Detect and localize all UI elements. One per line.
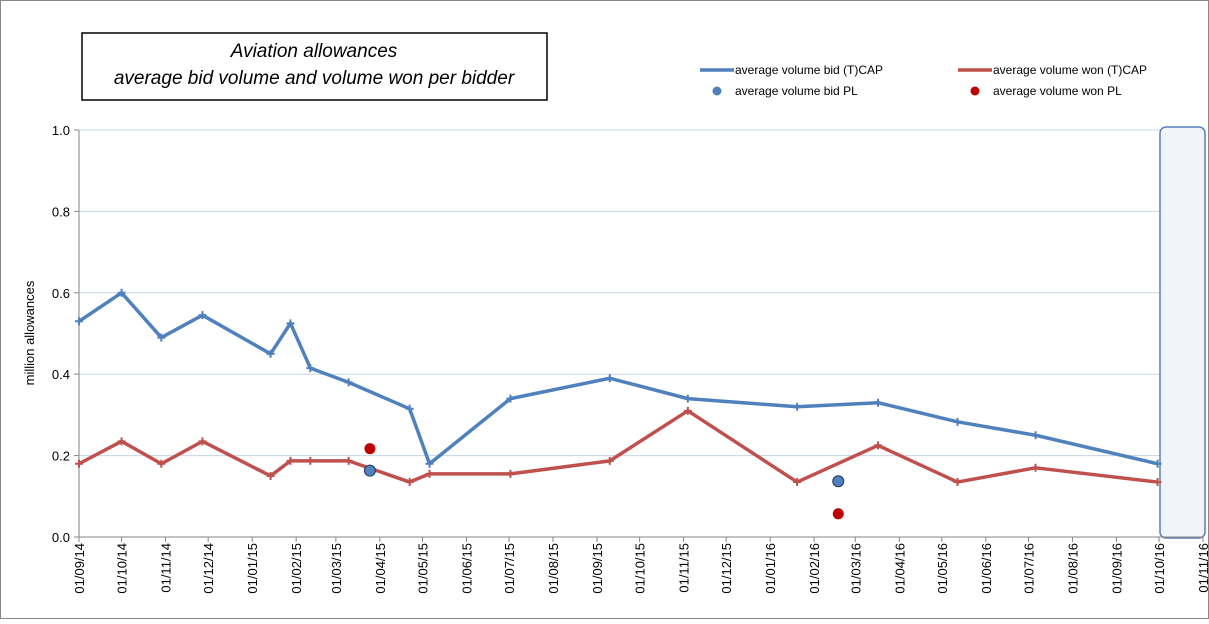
point-marker (425, 459, 434, 468)
point-marker (425, 469, 434, 478)
x-tick-label: 01/08/15 (546, 543, 561, 594)
x-tick-label: 01/01/15 (245, 543, 260, 594)
point (363, 464, 376, 477)
x-tick-label: 01/10/16 (1152, 543, 1167, 594)
x-tick-label: 01/12/14 (201, 543, 216, 594)
point-marker (344, 456, 353, 465)
point-marker (266, 349, 275, 358)
x-tick-label: 01/05/15 (415, 543, 430, 594)
point-marker (157, 459, 166, 468)
x-tick-label: 01/08/16 (1065, 543, 1080, 594)
x-tick-label: 01/11/15 (677, 543, 692, 593)
chart-title: Aviation allowances (230, 41, 398, 62)
legend-label: average volume bid PL (735, 84, 858, 98)
legend-label: average volume won (T)CAP (993, 63, 1147, 77)
point-marker (286, 456, 295, 465)
x-tick-label: 01/06/15 (459, 543, 474, 594)
x-tick-label: 01/07/16 (1021, 543, 1036, 594)
legend-swatch (712, 86, 722, 96)
x-tick-label: 01/10/15 (633, 543, 648, 594)
title-box (81, 32, 548, 101)
y-axis-label: million allowances (22, 280, 37, 385)
point-marker (306, 456, 315, 465)
x-tick-label: 01/03/16 (848, 543, 863, 594)
y-tick-label: 0.6 (52, 286, 70, 301)
x-tick-label: 01/01/16 (763, 543, 778, 594)
point-marker (75, 459, 83, 468)
legend-swatch (970, 86, 980, 96)
legend-label: average volume won PL (993, 84, 1122, 98)
point-marker (1031, 463, 1040, 472)
x-tick-label: 01/09/14 (72, 543, 87, 594)
point-marker (286, 319, 295, 328)
point-marker (506, 394, 515, 403)
x-tick-label: 01/05/16 (935, 543, 950, 594)
point-marker (117, 288, 126, 297)
x-tick-label: 01/03/15 (329, 543, 344, 594)
legend-label: average volume bid (T)CAP (735, 63, 883, 77)
x-tick-label: 01/06/16 (979, 543, 994, 594)
point-marker (1153, 478, 1162, 487)
y-tick-label: 1.0 (52, 123, 70, 138)
y-tick-label: 0.2 (52, 449, 70, 464)
point-marker (117, 437, 126, 446)
point-marker (75, 317, 83, 326)
point-marker (874, 441, 883, 450)
point-marker (306, 364, 315, 373)
x-tick-label: 01/11/16 (1196, 543, 1209, 593)
point (364, 443, 376, 455)
x-tick-label: 01/09/15 (590, 543, 605, 594)
point-marker (953, 478, 962, 487)
x-tick-label: 01/04/15 (373, 543, 388, 594)
point-marker (405, 404, 414, 413)
x-tick-label: 01/09/16 (1109, 543, 1124, 594)
y-tick-label: 0.8 (52, 204, 70, 219)
point-marker (506, 469, 515, 478)
x-tick-label: 01/02/15 (289, 543, 304, 594)
point-marker (1031, 431, 1040, 440)
y-tick-label: 0.4 (52, 367, 70, 382)
point-marker (157, 333, 166, 342)
point (832, 508, 844, 520)
point-marker (683, 406, 692, 415)
series-line (78, 291, 1158, 466)
series-line (78, 409, 1158, 484)
point-marker (953, 417, 962, 426)
point-marker (405, 478, 414, 487)
x-tick-label: 01/07/15 (502, 543, 517, 594)
point-marker (793, 478, 802, 487)
point-marker (874, 398, 883, 407)
point (832, 475, 845, 488)
highlight-box (1159, 126, 1206, 539)
point-marker (198, 311, 207, 320)
point-marker (683, 394, 692, 403)
x-tick-label: 01/10/14 (115, 543, 130, 594)
point-marker (344, 378, 353, 387)
point-marker (605, 456, 614, 465)
x-tick-label: 01/11/14 (159, 543, 174, 593)
point-marker (266, 471, 275, 480)
chart-subtitle: average bid volume and volume won per bi… (114, 68, 515, 89)
x-tick-label: 01/02/16 (807, 543, 822, 594)
point-marker (605, 374, 614, 383)
point-marker (198, 437, 207, 446)
x-tick-label: 01/04/16 (892, 543, 907, 594)
point-marker (1153, 459, 1162, 468)
y-tick-label: 0.0 (52, 530, 70, 545)
point-marker (793, 402, 802, 411)
x-tick-label: 01/12/15 (719, 543, 734, 594)
